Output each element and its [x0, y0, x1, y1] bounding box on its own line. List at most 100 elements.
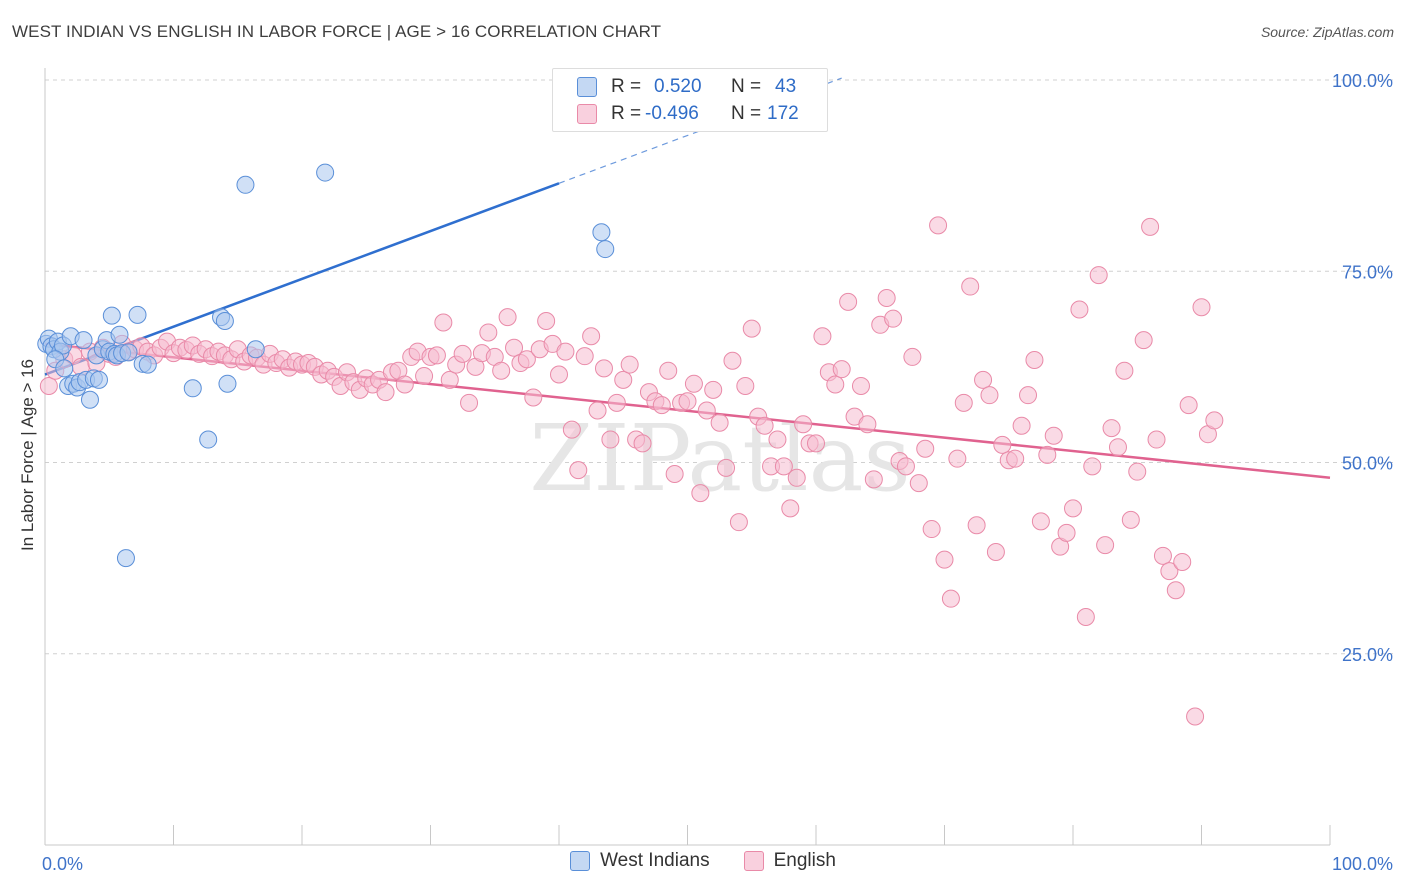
english-point — [1134, 331, 1153, 350]
english-point — [678, 392, 697, 411]
english-point — [550, 365, 568, 384]
english-point — [736, 377, 755, 395]
english-point — [948, 449, 967, 468]
english-point — [839, 292, 858, 311]
y-tick-label: 75.0% — [1342, 262, 1393, 282]
english-point — [376, 383, 395, 402]
english-point — [537, 311, 556, 330]
y-axis-label: In Labor Force | Age > 16 — [18, 359, 37, 551]
english-point — [1057, 523, 1076, 542]
x-tick-label: 100.0% — [1332, 854, 1393, 874]
west-indians-point — [74, 331, 93, 350]
english-point — [440, 370, 459, 389]
n-value: 43 — [775, 75, 797, 97]
n-value: 172 — [767, 102, 799, 124]
english-point — [916, 439, 935, 458]
x-tick-label: 0.0% — [42, 854, 83, 874]
english-point — [1128, 462, 1147, 481]
english-point — [729, 513, 748, 532]
english-point — [717, 458, 736, 477]
source-label: Source: ZipAtlas.com — [1260, 24, 1394, 40]
english-point — [415, 367, 434, 386]
r-value: -0.496 — [645, 102, 699, 124]
english-point — [1102, 419, 1121, 438]
english-point — [1044, 426, 1063, 445]
y-tick-labels: 100.0% 75.0% 50.0% 25.0% — [1332, 71, 1393, 665]
x-tick-labels: 0.0% 100.0% — [42, 854, 1393, 874]
y-tick-label: 100.0% — [1332, 71, 1393, 91]
english-point — [1038, 445, 1057, 464]
english-point — [1012, 416, 1031, 435]
west-indians-point — [316, 163, 335, 182]
english-point — [864, 470, 883, 489]
stats-box: R = 0.520 N = 43 R = -0.496 N = 172 — [552, 68, 828, 132]
legend-label-english: English — [773, 850, 836, 871]
english-point — [781, 499, 800, 518]
english-point — [807, 434, 825, 453]
west-indians-point — [110, 325, 129, 344]
y-tick-label: 50.0% — [1342, 454, 1393, 474]
english-point — [691, 484, 710, 503]
english-point — [697, 401, 716, 420]
english-point — [633, 434, 652, 453]
n-label: N = — [731, 102, 762, 124]
west-indians-point — [102, 306, 121, 325]
english-point — [505, 338, 524, 357]
english-point — [427, 346, 446, 365]
legend-swatch-english — [743, 851, 764, 871]
english-point — [588, 401, 607, 420]
english-point — [1166, 581, 1185, 600]
english-point — [710, 413, 729, 432]
r-value: 0.520 — [654, 75, 702, 97]
english-point — [1070, 300, 1089, 319]
west-indians-point — [89, 370, 108, 389]
english-point — [460, 393, 479, 412]
english-point — [909, 474, 928, 493]
english-point — [768, 430, 787, 449]
english-point — [1186, 707, 1205, 726]
english-point — [652, 396, 671, 415]
english-point — [569, 461, 588, 480]
english-point — [614, 370, 633, 389]
west-indians-point — [183, 379, 202, 398]
west-indians-point — [218, 374, 237, 393]
english-point — [1076, 608, 1095, 627]
english-point — [1147, 430, 1166, 449]
english-point — [813, 327, 832, 346]
english-point — [922, 520, 941, 539]
english-point — [1064, 499, 1082, 518]
english-point — [980, 386, 999, 405]
english-point — [929, 216, 948, 235]
legend-item-english[interactable]: English — [743, 850, 836, 872]
english-point — [479, 323, 498, 342]
english-point — [1031, 512, 1050, 531]
legend-item-west-indians[interactable]: West Indians — [570, 850, 710, 872]
english-point — [755, 416, 774, 435]
english-point — [665, 464, 684, 483]
chart-title: WEST INDIAN VS ENGLISH IN LABOR FORCE | … — [12, 22, 662, 41]
english-point — [877, 289, 896, 308]
english-point — [562, 420, 581, 439]
english-point — [601, 430, 620, 449]
english-point — [967, 516, 986, 535]
english-point — [954, 393, 973, 412]
west-indians-point — [80, 390, 99, 409]
english-point — [575, 347, 594, 366]
west-indians-point — [592, 223, 611, 242]
west-indians-point — [246, 340, 265, 359]
english-point — [986, 543, 1005, 562]
legend: West Indians English — [0, 850, 1406, 872]
english-point — [607, 393, 626, 412]
swatch-west-indians — [577, 76, 597, 97]
english-point — [903, 347, 922, 366]
west-indians-point — [55, 359, 74, 378]
english-point — [851, 377, 870, 395]
english-point — [1108, 438, 1127, 457]
english-point — [582, 327, 601, 346]
n-label: N = — [731, 75, 762, 97]
west-indians-point — [215, 311, 234, 330]
english-point — [395, 375, 414, 394]
english-point — [1121, 510, 1140, 529]
english-point — [993, 435, 1012, 454]
